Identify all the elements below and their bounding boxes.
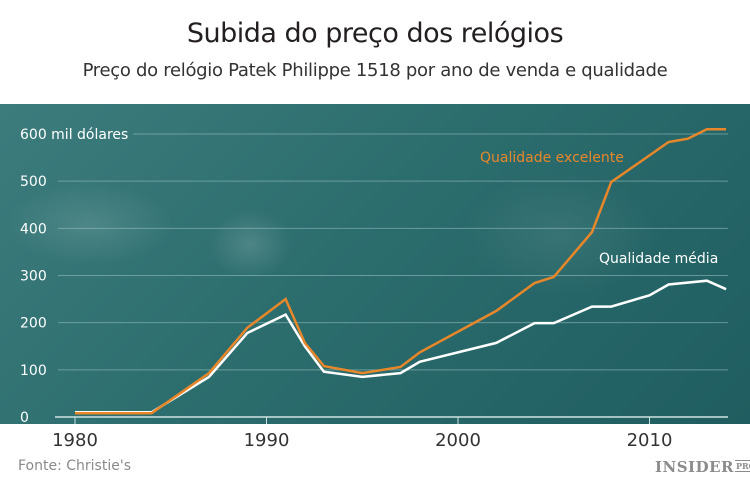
y-tick-label: 500 <box>20 174 47 190</box>
insider-pro-logo: INSIDERPRO <box>655 458 750 476</box>
logo-main-text: INSIDER <box>655 458 734 476</box>
x-tick-label: 1990 <box>244 430 290 451</box>
y-tick-label: 200 <box>20 316 47 332</box>
y-tick-label: 0 <box>20 410 29 426</box>
series-line <box>75 279 727 414</box>
series-label-excelente: Qualidade excelente <box>480 150 624 166</box>
chart-subtitle: Preço do relógio Patek Philippe 1518 por… <box>82 60 668 81</box>
y-axis-labels: 0 100 200 300 400 500 600 mil dólares <box>20 127 128 426</box>
chart-title: Subida do preço dos relógios <box>186 18 564 49</box>
x-tick-label: 2000 <box>435 430 481 451</box>
x-tick-label: 1980 <box>52 430 98 451</box>
series-label-media: Qualidade média <box>599 251 718 267</box>
logo-pro-text: PRO <box>734 460 750 472</box>
source-note: Fonte: Christie's <box>18 458 131 474</box>
y-tick-label: 600 mil dólares <box>20 127 128 143</box>
x-tick-label: 2010 <box>627 430 673 451</box>
y-tick-label: 400 <box>20 221 47 237</box>
y-tick-label: 300 <box>20 268 47 284</box>
data-series <box>75 128 727 415</box>
gridlines <box>58 133 728 371</box>
x-axis: 1980 1990 2000 2010 <box>52 416 728 451</box>
y-tick-label: 100 <box>20 363 47 379</box>
series-line <box>75 128 727 415</box>
